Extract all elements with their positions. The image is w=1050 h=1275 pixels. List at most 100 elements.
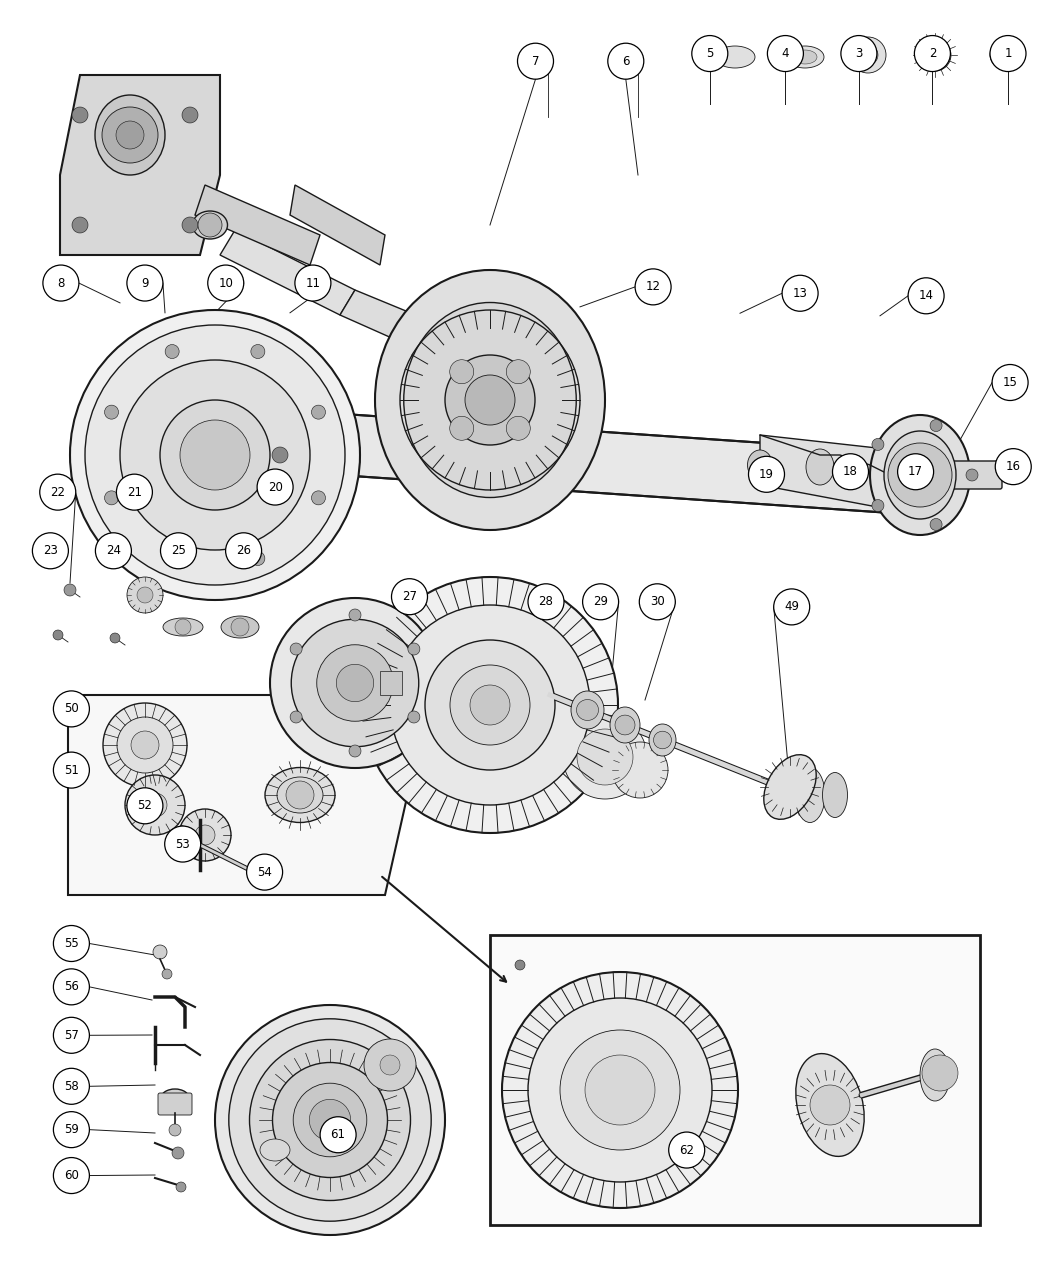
Ellipse shape	[763, 755, 816, 820]
Circle shape	[749, 456, 784, 492]
Text: 55: 55	[64, 937, 79, 950]
Circle shape	[117, 474, 152, 510]
Text: 61: 61	[331, 1128, 345, 1141]
Circle shape	[872, 500, 884, 511]
FancyBboxPatch shape	[158, 1093, 192, 1116]
Circle shape	[930, 519, 942, 530]
Circle shape	[563, 715, 647, 799]
Text: 8: 8	[57, 277, 65, 289]
Ellipse shape	[220, 616, 259, 638]
Circle shape	[612, 742, 668, 798]
Text: 18: 18	[843, 465, 858, 478]
Circle shape	[518, 43, 553, 79]
Text: 7: 7	[531, 55, 540, 68]
FancyBboxPatch shape	[938, 462, 1002, 490]
Circle shape	[449, 416, 474, 440]
Ellipse shape	[920, 1049, 950, 1102]
Ellipse shape	[85, 325, 345, 585]
Circle shape	[40, 474, 76, 510]
Text: 4: 4	[781, 47, 790, 60]
Text: 10: 10	[218, 277, 233, 289]
Text: 49: 49	[784, 601, 799, 613]
Text: 56: 56	[64, 980, 79, 993]
Circle shape	[54, 1068, 89, 1104]
Ellipse shape	[748, 450, 773, 479]
Text: 9: 9	[141, 277, 149, 289]
Ellipse shape	[192, 210, 228, 238]
Ellipse shape	[615, 715, 635, 734]
Circle shape	[506, 360, 530, 384]
Circle shape	[992, 365, 1028, 400]
Circle shape	[506, 416, 530, 440]
Ellipse shape	[786, 46, 824, 68]
Circle shape	[52, 630, 63, 640]
Circle shape	[583, 584, 618, 620]
Circle shape	[578, 729, 633, 785]
Circle shape	[312, 405, 326, 419]
Circle shape	[257, 469, 293, 505]
Circle shape	[105, 491, 119, 505]
Circle shape	[116, 121, 144, 149]
Circle shape	[161, 533, 196, 569]
Ellipse shape	[844, 455, 866, 483]
Circle shape	[669, 1132, 705, 1168]
Circle shape	[165, 826, 201, 862]
Bar	[490, 935, 980, 1225]
Text: 5: 5	[706, 47, 714, 60]
Ellipse shape	[793, 50, 817, 64]
Circle shape	[215, 1005, 445, 1235]
Text: 54: 54	[257, 866, 272, 878]
Ellipse shape	[884, 431, 956, 519]
Ellipse shape	[870, 414, 970, 536]
Circle shape	[380, 1054, 400, 1075]
Text: 30: 30	[650, 595, 665, 608]
Polygon shape	[290, 185, 385, 265]
Text: 27: 27	[402, 590, 417, 603]
Text: 17: 17	[908, 465, 923, 478]
Circle shape	[54, 1158, 89, 1193]
Circle shape	[54, 1112, 89, 1148]
Circle shape	[692, 36, 728, 71]
Ellipse shape	[277, 776, 323, 813]
Circle shape	[273, 1062, 387, 1178]
Circle shape	[449, 360, 474, 384]
Ellipse shape	[260, 1139, 290, 1162]
Circle shape	[502, 972, 738, 1207]
Text: 52: 52	[138, 799, 152, 812]
Text: 58: 58	[64, 1080, 79, 1093]
Circle shape	[127, 265, 163, 301]
Circle shape	[153, 945, 167, 959]
Circle shape	[131, 731, 159, 759]
Polygon shape	[760, 435, 940, 515]
Circle shape	[922, 1054, 958, 1091]
Text: 1: 1	[1004, 47, 1012, 60]
Circle shape	[117, 717, 173, 773]
Circle shape	[450, 666, 530, 745]
Ellipse shape	[649, 724, 676, 756]
Ellipse shape	[265, 768, 335, 822]
Polygon shape	[120, 400, 940, 515]
Circle shape	[290, 643, 302, 655]
Circle shape	[639, 584, 675, 620]
Text: 6: 6	[622, 55, 630, 68]
Ellipse shape	[375, 270, 605, 530]
Text: 13: 13	[793, 287, 807, 300]
Text: 57: 57	[64, 1029, 79, 1042]
Circle shape	[175, 618, 191, 635]
Ellipse shape	[822, 773, 847, 817]
Circle shape	[349, 745, 361, 757]
Text: 21: 21	[127, 486, 142, 499]
Text: 23: 23	[43, 544, 58, 557]
Circle shape	[182, 217, 198, 233]
Ellipse shape	[806, 449, 834, 484]
Text: 59: 59	[64, 1123, 79, 1136]
Circle shape	[782, 275, 818, 311]
Circle shape	[810, 1085, 851, 1125]
Circle shape	[293, 1084, 366, 1156]
Circle shape	[990, 36, 1026, 71]
Circle shape	[407, 711, 420, 723]
Text: 50: 50	[64, 703, 79, 715]
Circle shape	[312, 491, 326, 505]
Bar	[380, 671, 402, 695]
Circle shape	[250, 1039, 411, 1201]
